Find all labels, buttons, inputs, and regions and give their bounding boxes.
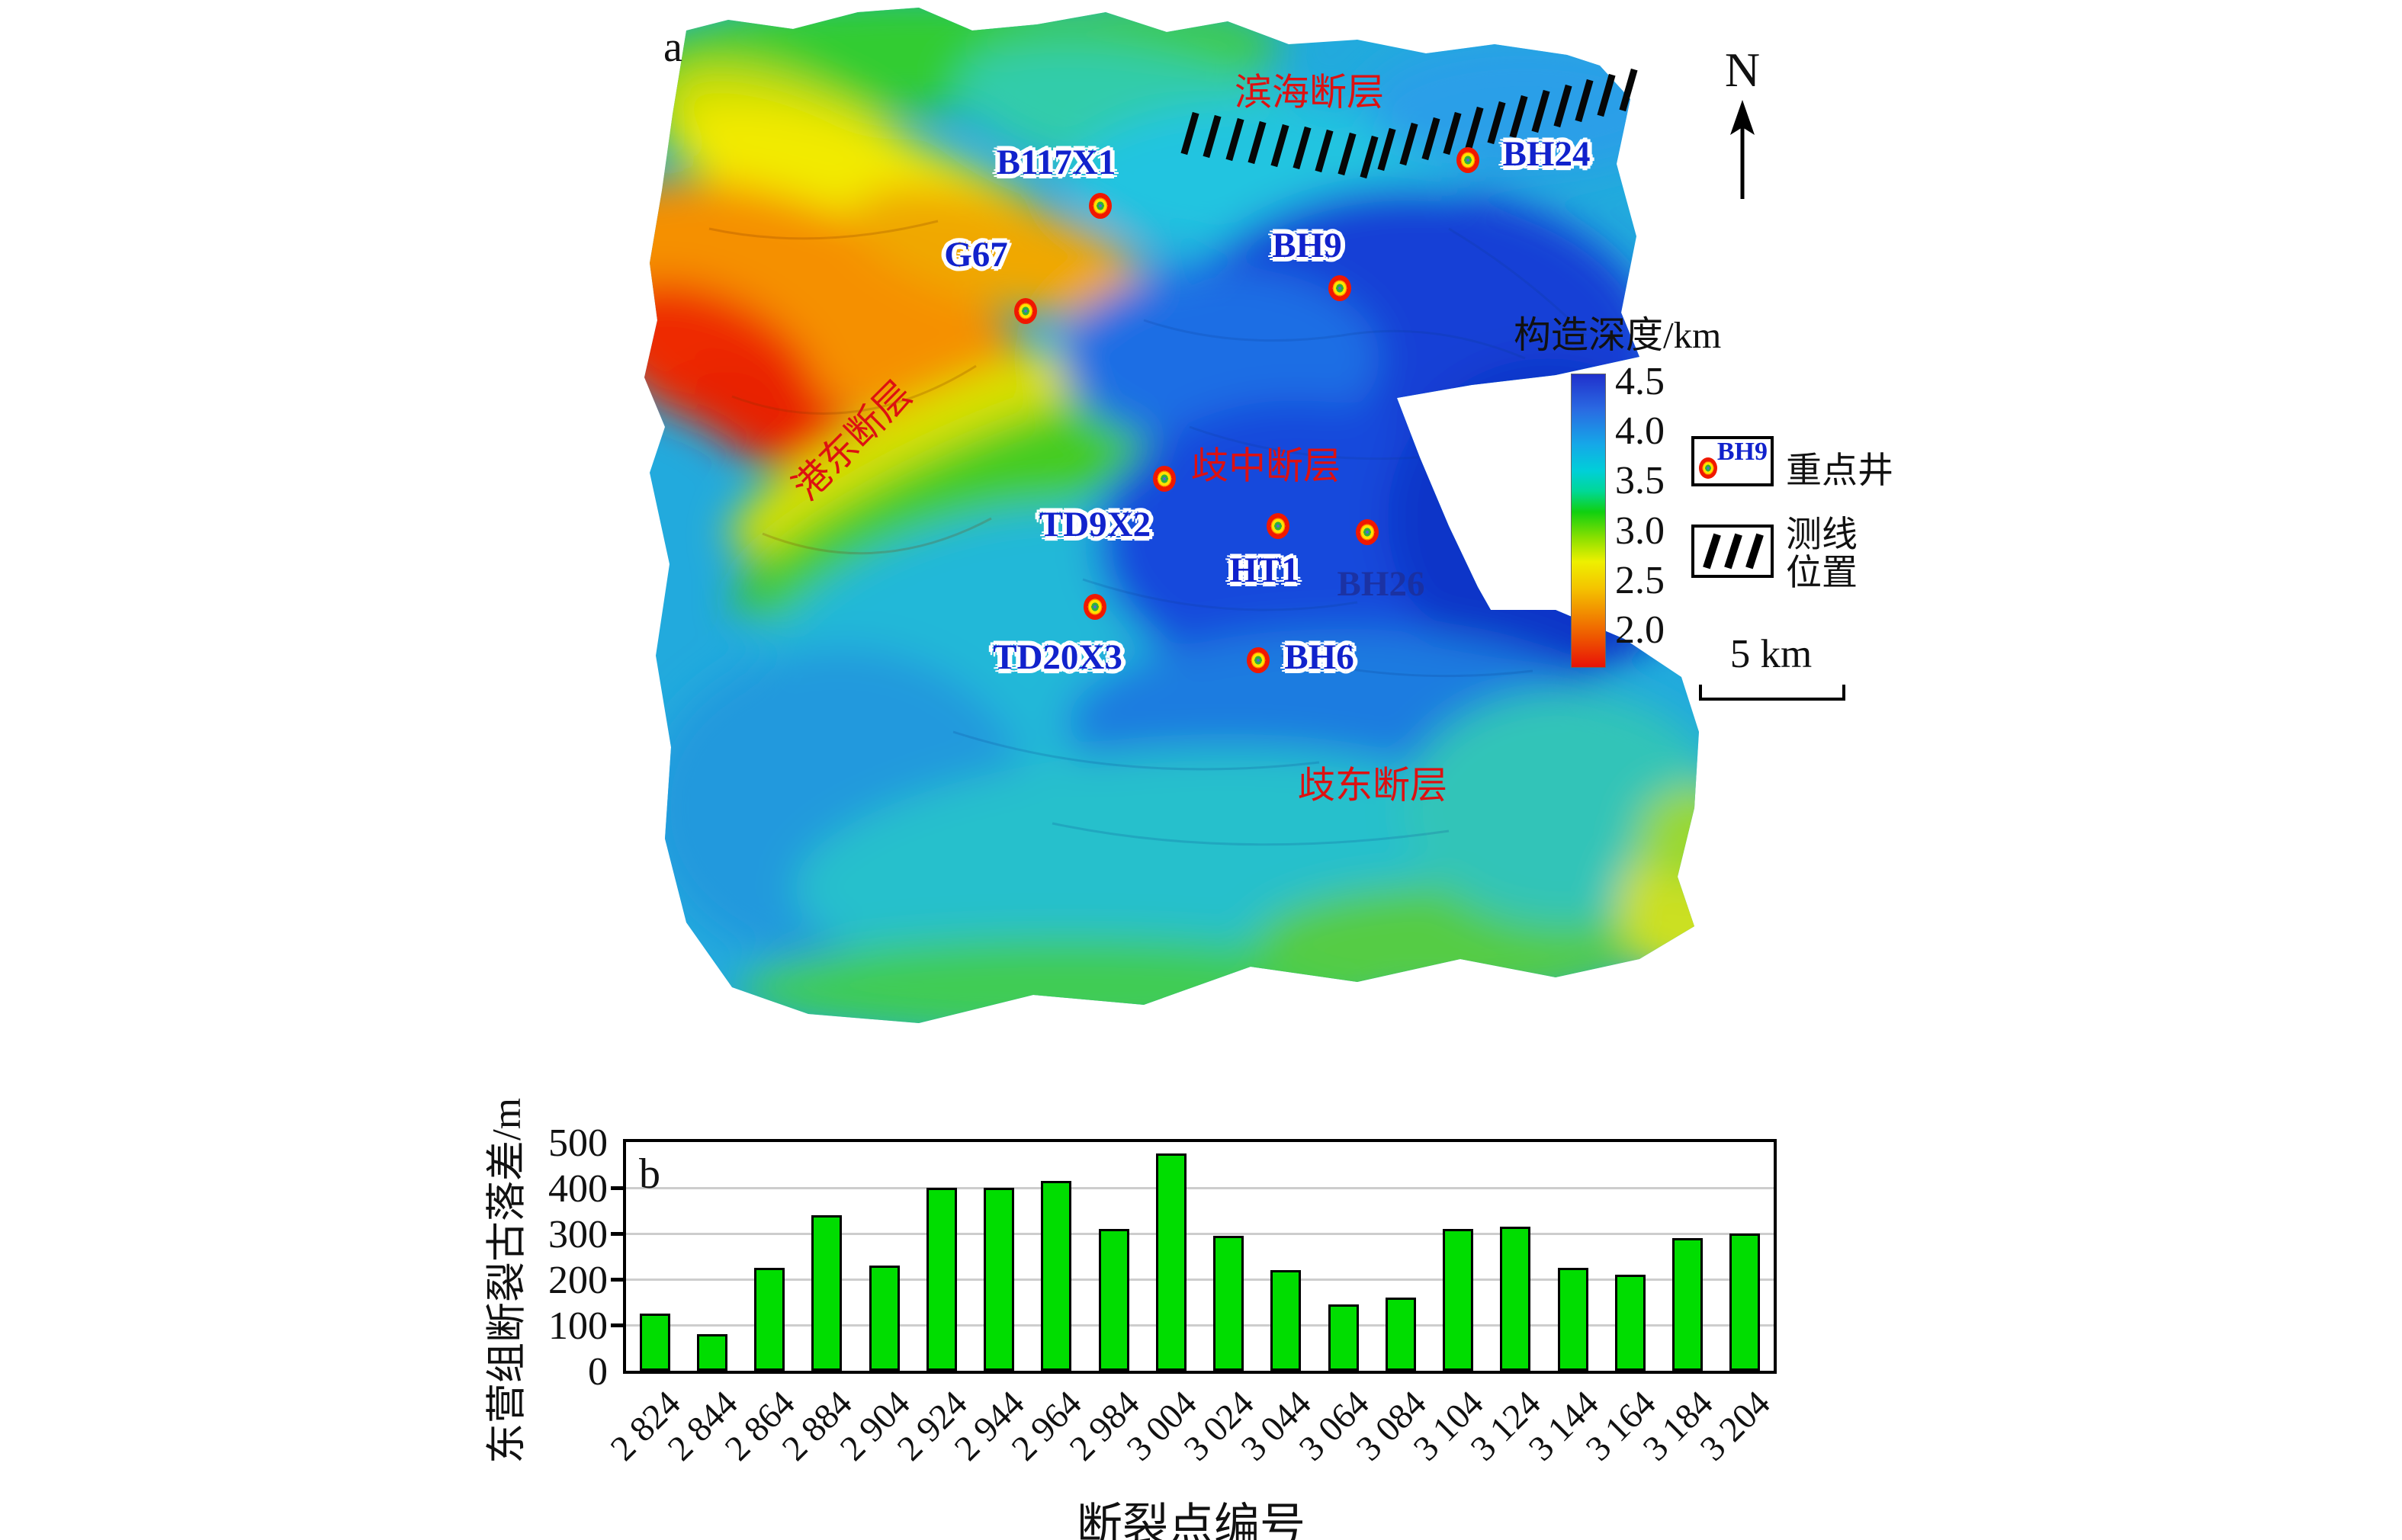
bar-3 024: [1213, 1236, 1244, 1371]
y-tick-mark-300: [611, 1232, 623, 1236]
colorbar: [1571, 374, 1606, 668]
bar-3 084: [1385, 1298, 1416, 1371]
north-label: N: [1724, 43, 1761, 97]
legend-line-label-1: 测线: [1786, 515, 1858, 555]
bar-2 844: [696, 1334, 727, 1371]
colorbar-tick-2.5: 2.5: [1615, 558, 1665, 602]
bar-2 984: [1098, 1229, 1129, 1371]
y-tick-label-0: 0: [588, 1350, 608, 1394]
bar-3 124: [1500, 1227, 1531, 1371]
y-tick-label-400: 400: [548, 1167, 608, 1211]
panel-b-label: b: [639, 1150, 660, 1198]
bar-2 944: [984, 1188, 1015, 1371]
gridline-100: [626, 1323, 1774, 1327]
bar-3 204: [1729, 1234, 1761, 1371]
depth-map-terrain: [644, 8, 1699, 1023]
bar-3 064: [1328, 1304, 1359, 1371]
bar-3 144: [1557, 1268, 1588, 1371]
north-arrow-icon: [1730, 100, 1755, 199]
bar-3 164: [1614, 1275, 1646, 1371]
survey-line-icon: [1745, 533, 1764, 569]
bar-3 004: [1155, 1153, 1187, 1371]
legend-well-symbol-label: BH9: [1716, 438, 1768, 466]
colorbar-ticks: 4.5 4.0 3.5 3.0 2.5 2.0: [1615, 360, 1707, 666]
bar-2 904: [869, 1266, 900, 1371]
y-tick-label-200: 200: [548, 1259, 608, 1302]
bar-2 884: [811, 1215, 843, 1371]
bar-2 964: [1041, 1181, 1072, 1371]
y-tick-mark-200: [611, 1278, 623, 1282]
colorbar-tick-4.5: 4.5: [1615, 360, 1665, 403]
survey-line-icon: [1724, 533, 1742, 569]
y-tick-label-300: 300: [548, 1213, 608, 1256]
legend-well-label: 重点井: [1786, 451, 1893, 491]
bar-3 044: [1270, 1270, 1302, 1371]
colorbar-title: 构造深度/km: [1514, 314, 1722, 356]
terrain-creases-west: [708, 220, 992, 555]
gridline-400: [626, 1186, 1774, 1189]
survey-line-icon: [1703, 533, 1721, 569]
y-tick-label-100: 100: [548, 1304, 608, 1348]
scale-label: 5 km: [1729, 632, 1813, 676]
x-axis-title: 断裂点编号: [1077, 1500, 1305, 1540]
terrain-creases: [952, 227, 1588, 846]
panel-a-label: a: [663, 24, 682, 71]
bar-2 864: [754, 1268, 785, 1371]
legend-well-symbol-box: BH9: [1691, 436, 1774, 486]
bar-3 104: [1443, 1229, 1474, 1371]
bar-3 184: [1672, 1238, 1704, 1371]
gridline-200: [626, 1278, 1774, 1281]
colorbar-tick-3.0: 3.0: [1615, 509, 1665, 553]
y-tick-mark-100: [611, 1323, 623, 1327]
colorbar-tick-2.0: 2.0: [1615, 608, 1665, 652]
gridline-300: [626, 1232, 1774, 1235]
north-indicator: N: [1708, 42, 1777, 209]
bar-2 924: [926, 1188, 957, 1371]
legend-line-symbol-box: [1691, 525, 1774, 578]
y-tick-label-500: 500: [548, 1121, 608, 1165]
legend-line-label-2: 位置: [1786, 553, 1858, 593]
scale-bracket: [1699, 685, 1845, 701]
colorbar-tick-3.5: 3.5: [1615, 459, 1665, 503]
bar-2 824: [639, 1314, 670, 1371]
colorbar-tick-4.0: 4.0: [1615, 409, 1665, 454]
y-tick-mark-400: [611, 1186, 623, 1190]
well-marker-icon: [1699, 457, 1717, 479]
bar-plot: [623, 1139, 1777, 1374]
